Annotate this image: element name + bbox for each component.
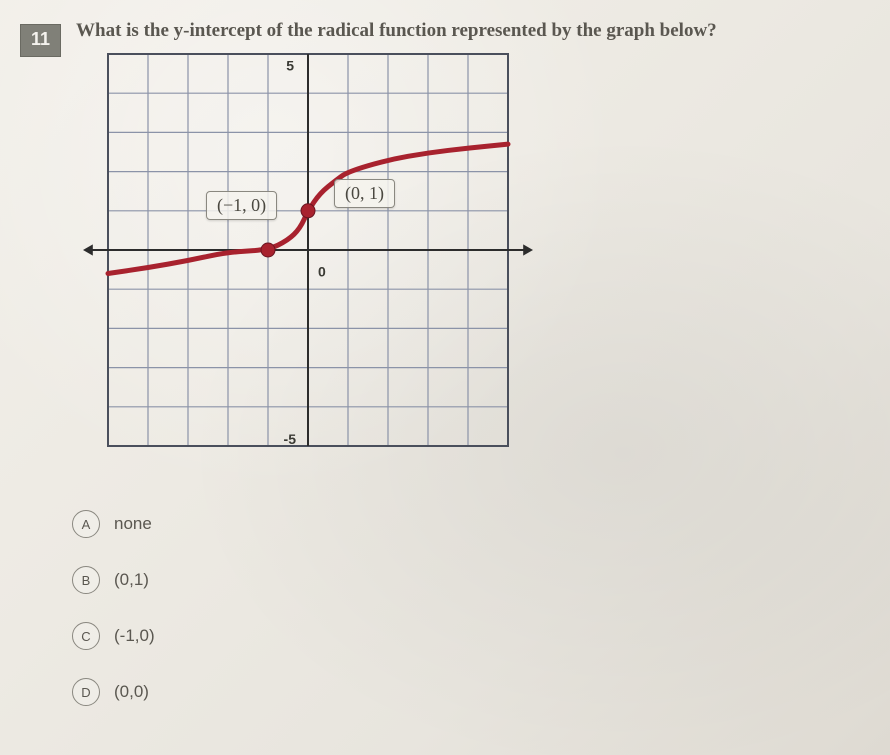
answer-option[interactable]: D (0,0) <box>72 678 149 706</box>
answer-option[interactable]: Anone <box>72 510 152 538</box>
graph-svg: 5 -5 0 <box>78 48 538 452</box>
answer-text: (-1,0) <box>114 626 155 646</box>
answer-text: (0,1) <box>114 570 149 590</box>
answer-letter-circle: A <box>72 510 100 538</box>
answer-text: (0,0) <box>114 682 149 702</box>
axis-arrow-icon <box>523 244 533 255</box>
question-number: 11 <box>31 29 50 49</box>
axis-tick-label: -5 <box>284 431 297 447</box>
point-label: (0, 1) <box>334 179 395 208</box>
curve-point <box>261 243 275 257</box>
question-number-box: 11 <box>20 24 61 57</box>
question-text: What is the y-intercept of the radical f… <box>76 20 717 42</box>
axis-arrow-icon <box>83 244 93 255</box>
answer-letter-circle: C <box>72 622 100 650</box>
point-label: (−1, 0) <box>206 191 277 220</box>
axis-tick-label: 5 <box>286 57 294 73</box>
curve-point <box>301 204 315 218</box>
page-background: 11 What is the y-intercept of the radica… <box>0 0 890 755</box>
graph-container: 5 -5 0 (−1, 0) (0, 1) <box>78 48 538 452</box>
answer-letter-circle: D <box>72 678 100 706</box>
answer-option[interactable]: C (-1,0) <box>72 622 155 650</box>
answer-text: none <box>114 514 152 534</box>
answer-letter-circle: B <box>72 566 100 594</box>
axis-tick-label: 0 <box>318 263 326 279</box>
answer-option[interactable]: B (0,1) <box>72 566 149 594</box>
